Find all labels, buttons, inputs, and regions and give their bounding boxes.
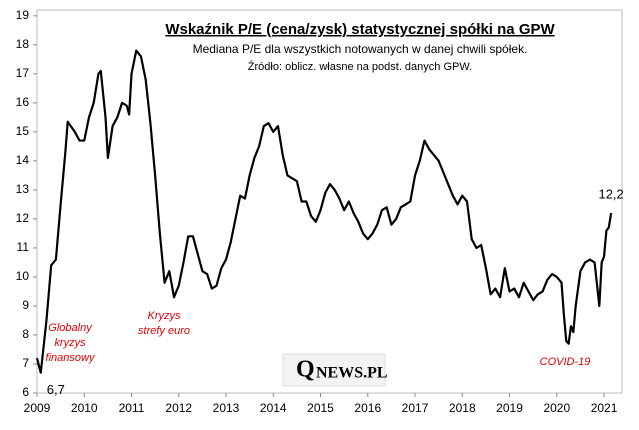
x-tick-label: 2015 <box>307 401 334 415</box>
x-tick-label: 2010 <box>71 401 98 415</box>
annotation: Kryzys <box>148 310 182 322</box>
annotation: kryzys <box>54 337 86 349</box>
y-tick-label: 7 <box>22 356 29 370</box>
logo-text: NEWS.PL <box>316 365 388 382</box>
x-tick-label: 2018 <box>449 401 476 415</box>
chart-title: Wskaźnik P/E (cena/zysk) statystycznej s… <box>165 21 555 38</box>
plot-frame <box>36 9 623 394</box>
y-tick-label: 8 <box>22 327 29 341</box>
x-tick-label: 2012 <box>165 401 192 415</box>
y-tick-label: 19 <box>16 8 30 22</box>
annotation: Globalny <box>48 322 93 334</box>
x-tick-label: 2009 <box>24 401 51 415</box>
value-label: 12,2 <box>598 187 623 202</box>
annotation: finansowy <box>46 352 96 364</box>
series-line <box>35 49 613 374</box>
x-tick-label: 2019 <box>496 401 523 415</box>
logo-box <box>282 353 386 387</box>
logo-initial: Q <box>296 357 315 383</box>
y-tick-label: 15 <box>16 124 30 138</box>
x-tick-label: 2021 <box>591 401 618 415</box>
source: Źródło: oblicz. własne na podst. danych … <box>248 60 472 73</box>
x-tick-label: 2016 <box>354 401 381 415</box>
x-tick-label: 2013 <box>213 401 240 415</box>
y-tick-label: 13 <box>16 182 30 196</box>
x-tick-label: 2014 <box>260 401 287 415</box>
x-tick-label: 2017 <box>402 401 429 415</box>
y-tick-label: 9 <box>22 298 29 312</box>
x-tick-label: 2011 <box>119 401 145 415</box>
y-tick-label: 12 <box>16 211 30 225</box>
y-tick-label: 16 <box>16 95 30 109</box>
annotation: COVID-19 <box>540 356 591 368</box>
y-tick-label: 17 <box>16 66 30 80</box>
subtitle: Mediana P/E dla wszystkich notowanych w … <box>193 42 528 56</box>
annotation: strefy euro <box>138 325 190 337</box>
y-tick-label: 14 <box>16 153 30 167</box>
y-tick-label: 11 <box>17 240 30 254</box>
y-tick-label: 10 <box>16 269 30 283</box>
value-label: 6,7 <box>47 382 65 397</box>
y-tick-label: 6 <box>22 385 29 399</box>
x-tick-label: 2020 <box>543 401 570 415</box>
y-tick-label: 18 <box>16 37 30 51</box>
